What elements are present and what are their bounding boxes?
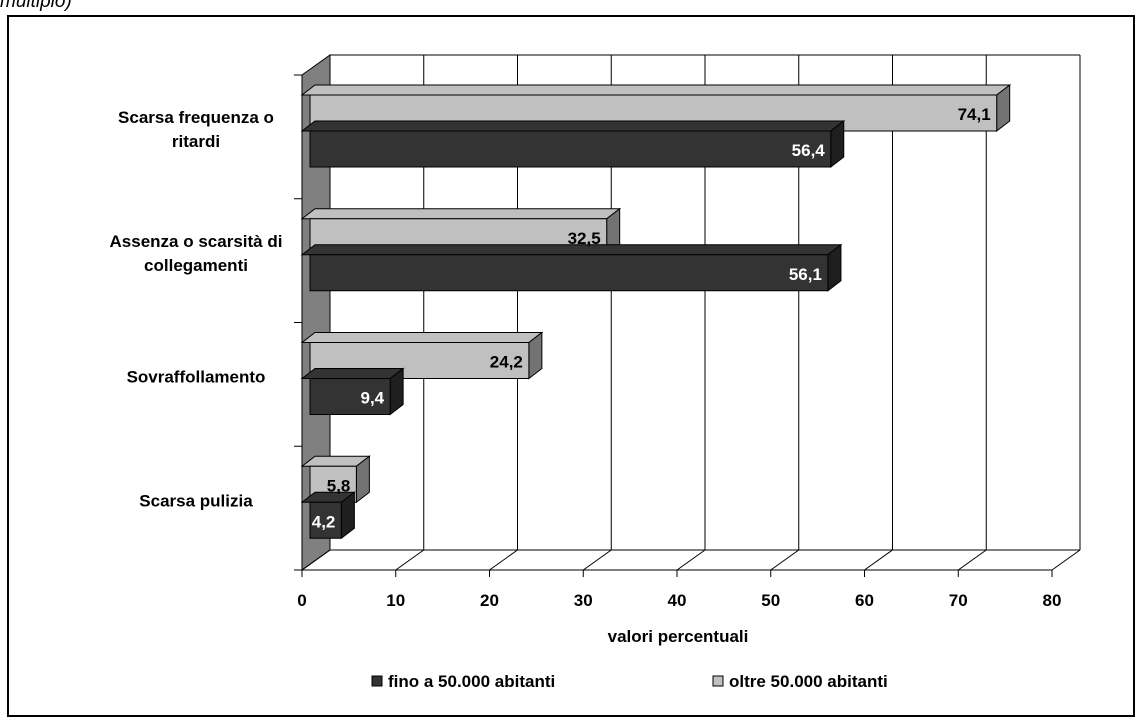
- bar-top-face: [300, 332, 544, 343]
- x-axis-title: valori percentuali: [608, 627, 749, 646]
- category-label: Scarsa pulizia: [139, 491, 253, 510]
- floor-gridline: [582, 549, 612, 571]
- x-tick-label: 40: [668, 591, 687, 610]
- floor-gridline: [770, 549, 800, 571]
- x-tick-label: 50: [761, 591, 780, 610]
- x-tick-label: 80: [1043, 591, 1062, 610]
- data-label: 24,2: [490, 353, 523, 372]
- legend-label: fino a 50.000 abitanti: [388, 672, 555, 691]
- legend-swatch: [712, 675, 724, 687]
- bar: [309, 378, 391, 415]
- floor-gridline: [864, 549, 893, 571]
- category-label: ritardi: [172, 132, 220, 151]
- data-label: 9,4: [360, 389, 384, 408]
- bar-top-face: [300, 84, 1012, 96]
- data-label: 74,1: [958, 105, 991, 124]
- caption-fragment: multiplo): [0, 0, 72, 12]
- chart-frame: [7, 15, 1135, 717]
- floor-gridline: [395, 549, 425, 571]
- bar: [309, 254, 829, 292]
- floor-gridline: [1051, 549, 1081, 571]
- data-label: 32,5: [568, 229, 601, 248]
- x-tick-label: 30: [574, 591, 593, 610]
- floor-gridline: [301, 549, 331, 571]
- category-label: Scarsa frequenza o: [118, 108, 274, 127]
- category-label: Assenza o scarsità di: [110, 232, 283, 251]
- bar-top-face: [300, 208, 622, 220]
- bar-top-face: [300, 368, 405, 379]
- legend-swatch: [371, 675, 383, 687]
- category-label: collegamenti: [144, 256, 248, 275]
- bar-top-face: [300, 120, 846, 132]
- data-label: 56,1: [789, 265, 822, 284]
- bar: [309, 130, 832, 168]
- legend-label: oltre 50.000 abitanti: [729, 672, 888, 691]
- x-tick-label: 10: [386, 591, 405, 610]
- floor-gridline: [957, 549, 987, 571]
- floor-gridline: [489, 549, 518, 571]
- category-label: Sovraffollamento: [127, 368, 266, 387]
- data-label: 5,8: [327, 476, 351, 495]
- x-tick-label: 0: [297, 591, 306, 610]
- x-tick-label: 70: [949, 591, 968, 610]
- x-tick-label: 60: [855, 591, 874, 610]
- x-tick-label: 20: [480, 591, 499, 610]
- bar: [309, 501, 342, 539]
- floor-gridline: [676, 549, 706, 571]
- data-label: 4,2: [312, 512, 336, 531]
- data-label: 56,4: [792, 141, 826, 160]
